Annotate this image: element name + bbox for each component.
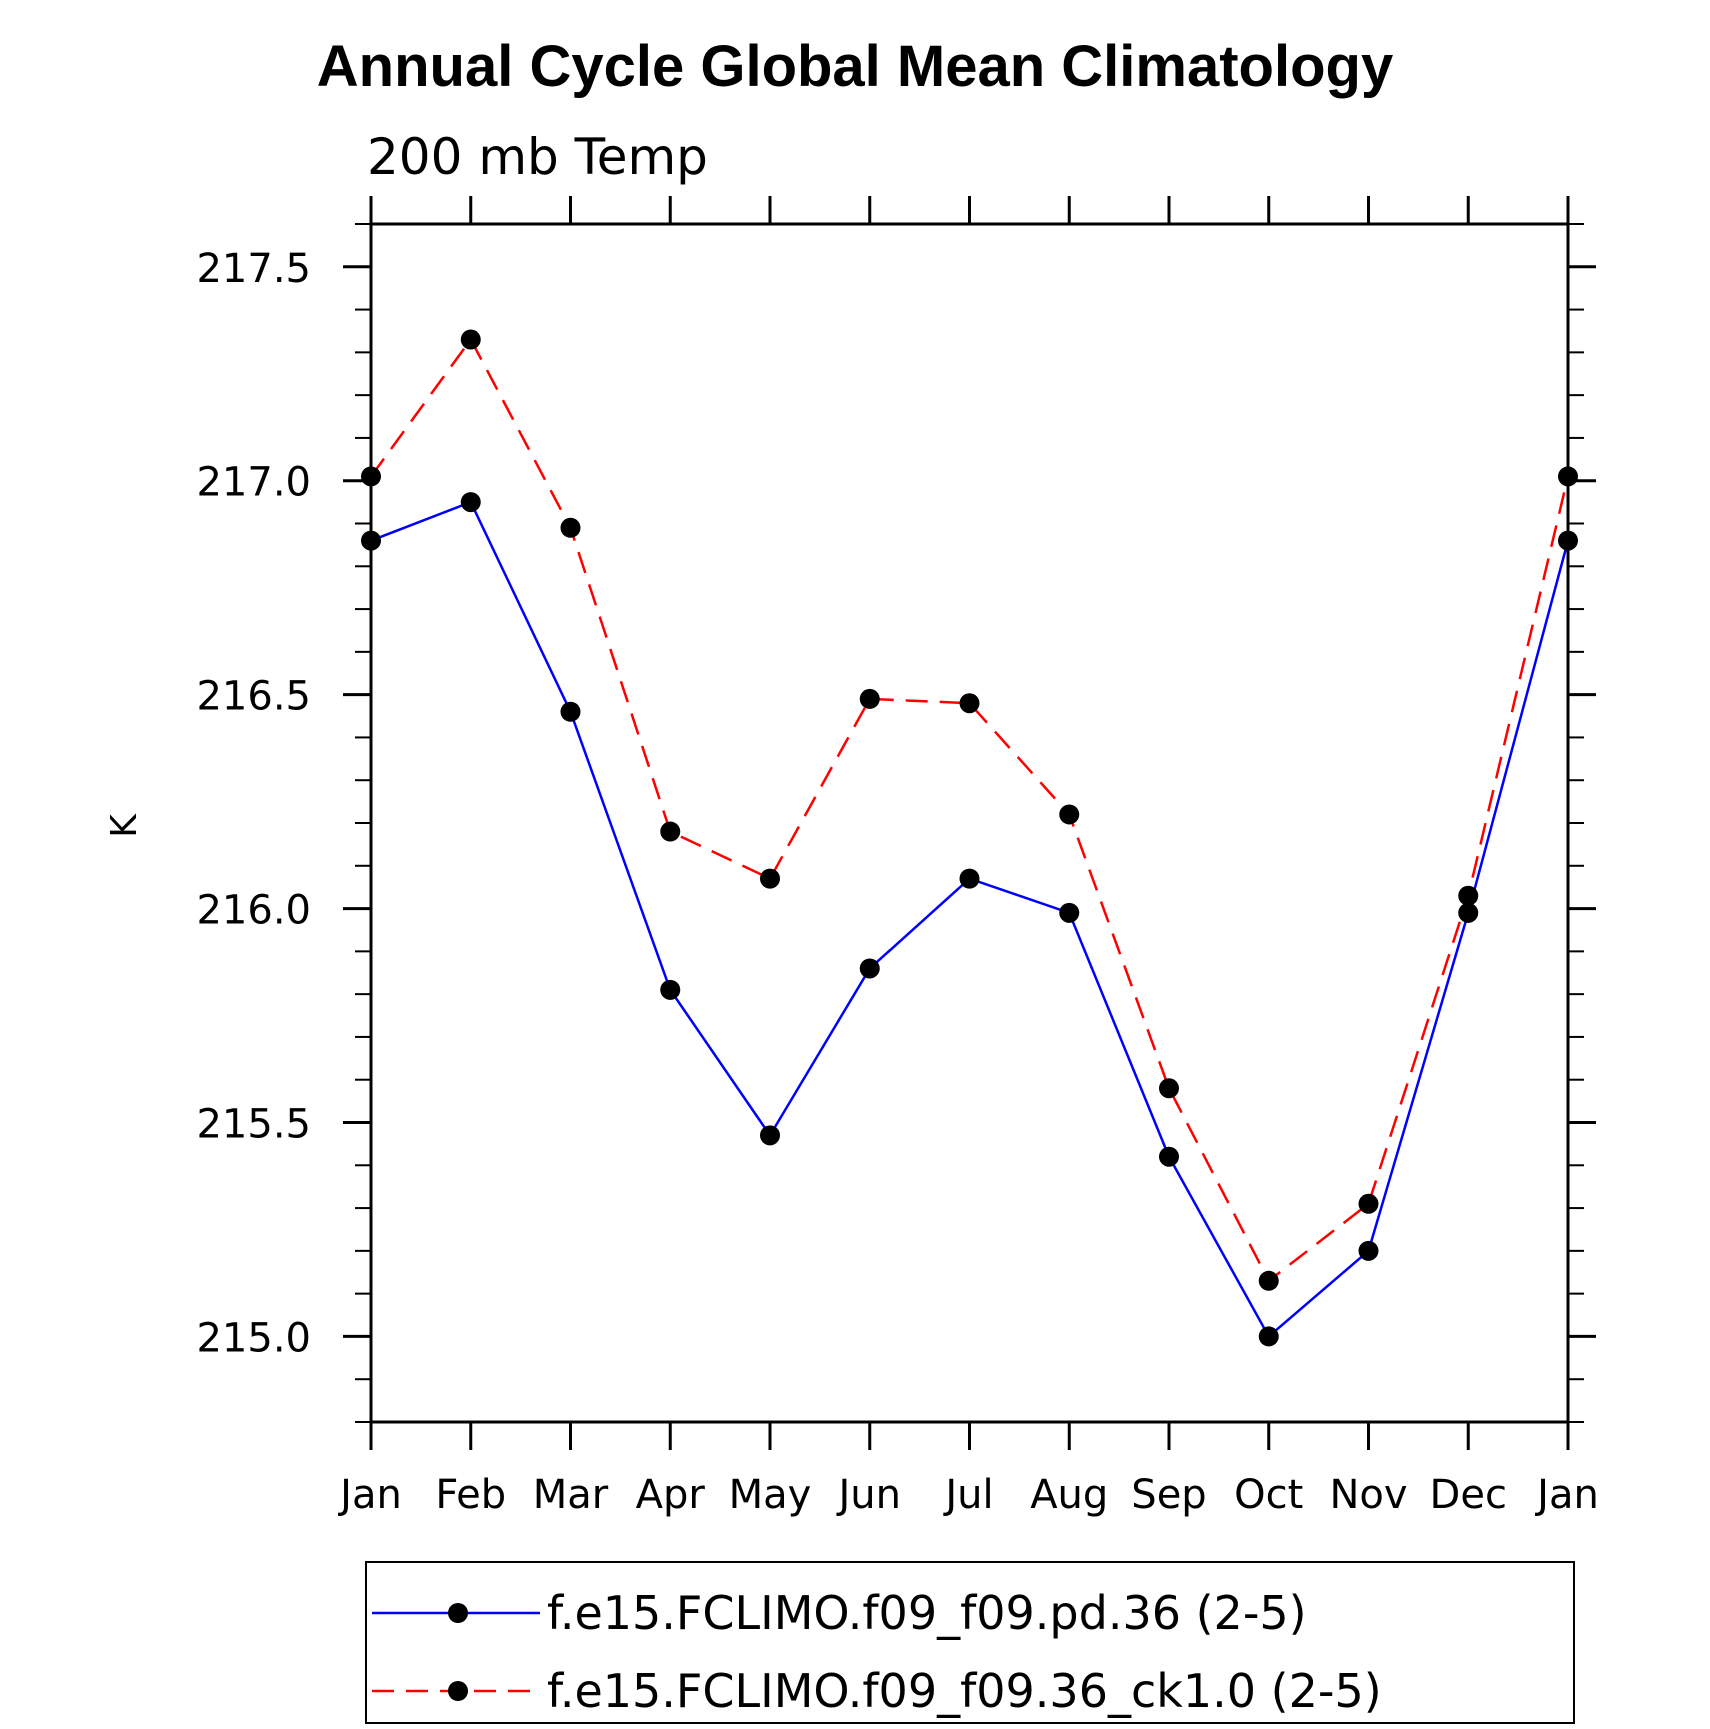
series-1-point xyxy=(1558,466,1578,487)
x-tick-label: Sep xyxy=(1131,1472,1206,1518)
y-tick-labels: 215.0 215.5 216.0 216.5 217.0 217.5 xyxy=(196,246,311,1362)
x-tick-label: Feb xyxy=(435,1472,506,1518)
legend-marker-1 xyxy=(448,1681,468,1701)
y-tick-label: 216.5 xyxy=(196,674,311,720)
x-tick-label: Apr xyxy=(636,1472,706,1518)
series-0-point xyxy=(361,530,381,551)
series-1-point xyxy=(760,868,780,889)
legend-box xyxy=(365,1561,1575,1724)
series-1-point xyxy=(460,329,481,350)
series-1-point xyxy=(1258,1270,1279,1291)
x-tick-labels: Jan Feb Mar Apr May Jun Jul Aug Sep Oct Nov Dec Jan xyxy=(337,1472,1599,1518)
series-layer xyxy=(361,329,1578,1347)
x-tick-label: Jul xyxy=(942,1472,993,1518)
x-tick-label: Jan xyxy=(1534,1472,1599,1518)
x-tick-label: Mar xyxy=(533,1472,609,1518)
legend: f.e15.FCLIMO.f09_f09.pd.36 (2-5) f.e15.FC… xyxy=(372,1586,1382,1718)
y-tick-label: 215.5 xyxy=(196,1102,311,1148)
series-1-point xyxy=(1458,885,1479,906)
series-0-point xyxy=(1059,902,1080,923)
series-0-point xyxy=(959,868,980,889)
y-axis-label: K xyxy=(104,813,145,838)
series-0-point xyxy=(760,1125,780,1146)
series-0-point xyxy=(1358,1240,1379,1261)
x-tick-label: Jan xyxy=(337,1472,402,1518)
x-tick-label: Jun xyxy=(836,1472,902,1518)
series-0-point xyxy=(1558,530,1578,551)
series-1-point xyxy=(1159,1078,1179,1099)
legend-label-1: f.e15.FCLIMO.f09_f09.36_ck1.0 (2-5) xyxy=(547,1664,1382,1718)
axis-ticks xyxy=(343,196,1596,1450)
y-tick-label: 216.0 xyxy=(196,888,311,934)
x-tick-label: Nov xyxy=(1329,1472,1407,1518)
series-line-1 xyxy=(369,337,1570,1283)
series-1-point xyxy=(660,821,681,842)
series-1-point xyxy=(859,688,880,709)
series-1-point xyxy=(959,693,980,714)
series-0-point xyxy=(1159,1146,1179,1167)
series-1-point xyxy=(1059,804,1080,825)
series-1-point xyxy=(1358,1193,1379,1214)
series-0-point xyxy=(460,492,481,513)
x-tick-label: Oct xyxy=(1234,1472,1303,1518)
series-1-point xyxy=(361,466,381,487)
series-0-point xyxy=(660,979,681,1000)
y-tick-label: 217.0 xyxy=(196,460,311,506)
series-0-point xyxy=(1458,902,1479,923)
chart-title: Annual Cycle Global Mean Climatology xyxy=(317,34,1393,99)
series-0-point xyxy=(560,701,581,722)
x-tick-label: Dec xyxy=(1430,1472,1507,1518)
y-tick-label: 215.0 xyxy=(196,1315,311,1361)
y-tick-label: 217.5 xyxy=(196,246,311,292)
series-0-point xyxy=(859,958,880,979)
series-line-0 xyxy=(370,500,1570,1339)
x-tick-label: May xyxy=(729,1472,812,1518)
plot-frame xyxy=(369,222,1570,1424)
x-tick-label: Aug xyxy=(1030,1472,1108,1518)
series-0-point xyxy=(1258,1326,1279,1347)
legend-label-0: f.e15.FCLIMO.f09_f09.pd.36 (2-5) xyxy=(547,1586,1307,1640)
legend-marker-0 xyxy=(448,1603,468,1623)
series-1-point xyxy=(560,517,581,538)
chart-subtitle: 200 mb Temp xyxy=(367,128,708,186)
